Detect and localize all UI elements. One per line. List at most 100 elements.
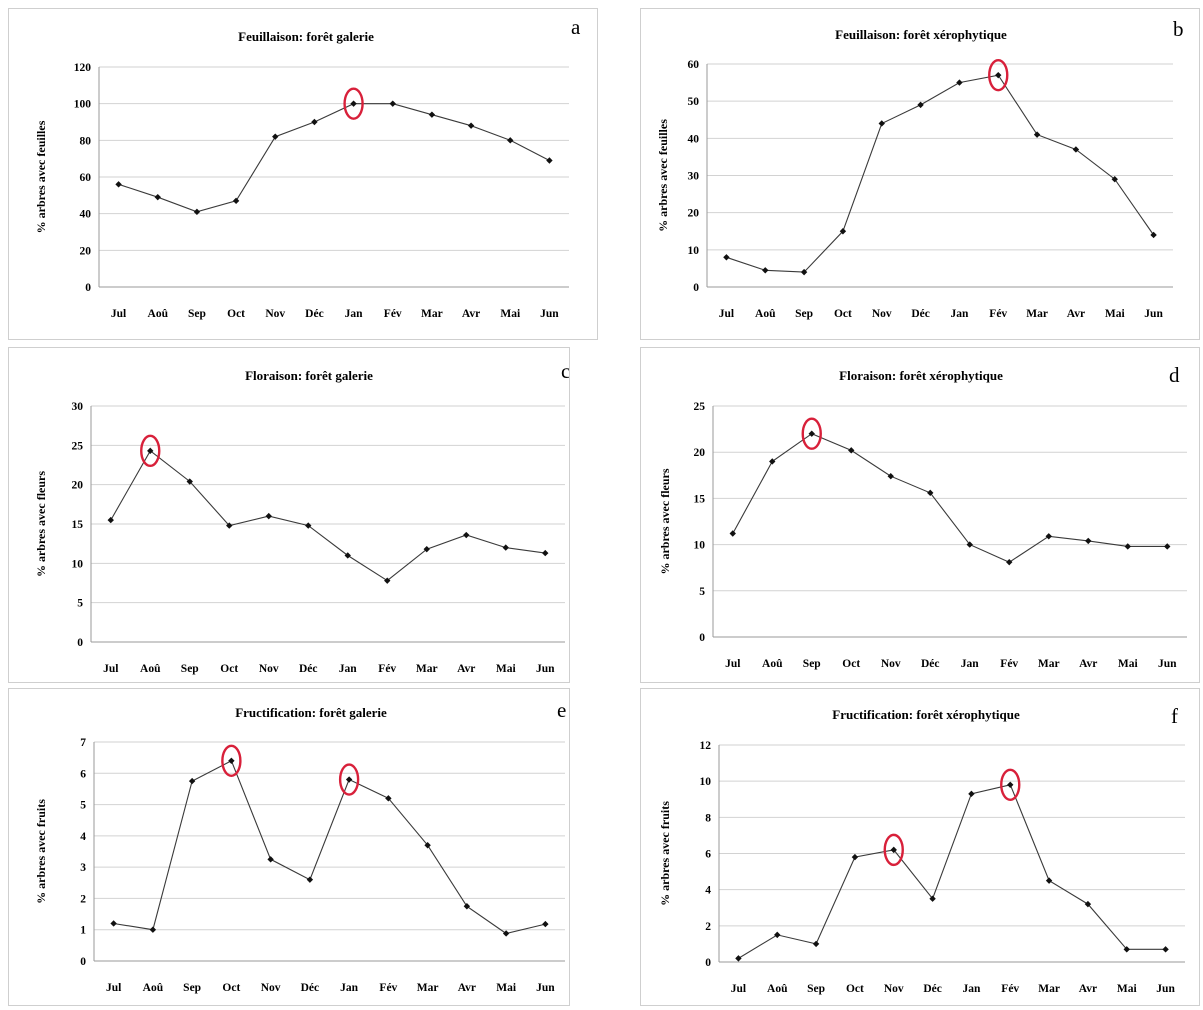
y-tick-label: 20: [80, 245, 92, 257]
panel-letter: d: [1169, 363, 1180, 387]
y-tick-label: 6: [705, 849, 711, 861]
data-point: [267, 856, 274, 863]
y-axis-label: % arbres avec fruits: [34, 799, 48, 904]
chart-e-svg: Fructification: forêt galerie e 0 1 2 3 4 5 6 7 Ju…: [34, 698, 566, 994]
highlight-ring: [221, 744, 242, 777]
data-point: [502, 544, 509, 551]
x-tick-label: Jun: [1144, 308, 1163, 320]
x-tick-label: Avr: [458, 982, 476, 994]
data-point: [966, 541, 973, 548]
x-tick-label: Oct: [842, 658, 860, 670]
x-tick-label: Nov: [265, 308, 285, 320]
x-tick-label: Avr: [1079, 658, 1097, 670]
x-tick-label: Jul: [731, 983, 746, 995]
data-point: [147, 447, 154, 455]
data-point: [149, 926, 157, 933]
y-tick-label: 0: [85, 282, 91, 294]
highlight-ring: [801, 417, 822, 450]
x-tick-label: Aoû: [143, 982, 164, 994]
x-tick-label: Aoû: [762, 658, 783, 670]
series-line: [726, 74, 1155, 273]
chart-panel-a: Feuillaison: forêt galerie a 0 20 40 60 80 100 1…: [8, 8, 598, 340]
x-tick-label: Aoû: [755, 308, 776, 320]
x-tick-label: Déc: [921, 658, 940, 670]
chart-panel-e: Fructification: forêt galerie e 0 1 2 3 4 5 6 7 Ju…: [8, 688, 570, 1006]
y-tick-label: 60: [688, 59, 700, 71]
x-tick-label: Jun: [1158, 658, 1177, 670]
series-line: [113, 760, 546, 935]
highlight-ring: [988, 58, 1009, 92]
data-point: [154, 193, 161, 201]
y-tick-label: 6: [80, 768, 86, 780]
x-tick-label: Jan: [962, 983, 981, 995]
series-line: [738, 784, 1166, 959]
chart-panel-d: Floraison: forêt xérophytique d 0 5 10 15 20 25…: [640, 347, 1200, 683]
y-tick-label: 10: [694, 540, 706, 552]
y-axis-label: % arbres avec feuilles: [34, 120, 48, 233]
chart-f-svg: Fructification: forêt xérophytique f 0 2 4 6 8…: [658, 704, 1185, 995]
data-point: [193, 208, 201, 216]
data-point: [927, 489, 934, 497]
data-point: [878, 120, 885, 127]
x-tick-label: Avr: [1079, 983, 1097, 995]
y-tick-label: 2: [80, 893, 86, 905]
chart-title: Fructification: forêt xérophytique: [832, 707, 1020, 722]
x-tick-label: Mar: [416, 663, 438, 675]
y-tick-label: 5: [77, 598, 83, 610]
y-tick-label: 10: [72, 558, 84, 570]
x-tick-label: Sep: [188, 308, 206, 320]
x-tick-label: Avr: [462, 308, 480, 320]
x-tick-label: Avr: [1067, 308, 1085, 320]
x-tick-label: Nov: [884, 983, 904, 995]
chart-c-svg: Floraison: forêt galerie c 0 5 10 15 20 25 30 Jul…: [34, 359, 569, 675]
x-tick-label: Jun: [1156, 983, 1175, 995]
series-line: [110, 449, 546, 582]
data-point: [1006, 558, 1013, 566]
data-point: [344, 552, 351, 559]
data-point: [546, 157, 553, 164]
x-tick-label: Mai: [1118, 658, 1139, 670]
y-tick-label: 8: [705, 812, 711, 824]
x-tick-label: Jan: [950, 308, 969, 320]
x-tick-label: Nov: [881, 658, 901, 670]
x-tick-label: Sep: [795, 308, 813, 320]
x-tick-label: Nov: [261, 982, 281, 994]
y-tick-label: 30: [72, 401, 84, 413]
y-tick-label: 1: [80, 925, 86, 937]
data-point: [774, 931, 781, 939]
y-tick-label: 5: [699, 586, 705, 598]
data-point: [384, 577, 391, 584]
data-point: [1164, 543, 1171, 550]
chart-d-svg: Floraison: forêt xérophytique d 0 5 10 15 20 25…: [658, 363, 1187, 670]
x-tick-label: Déc: [305, 308, 324, 320]
x-tick-label: Mar: [1038, 658, 1060, 670]
x-tick-label: Mai: [496, 663, 517, 675]
x-tick-label: Aoû: [767, 983, 788, 995]
x-tick-label: Sep: [807, 983, 825, 995]
data-point: [995, 71, 1002, 79]
data-point: [463, 903, 471, 910]
y-axis-label: % arbres avec fruits: [658, 801, 672, 906]
highlight-ring: [140, 434, 161, 468]
x-tick-label: Jul: [111, 308, 126, 320]
x-tick-label: Sep: [181, 663, 199, 675]
y-tick-label: 0: [705, 957, 711, 969]
x-tick-label: Jan: [345, 308, 364, 320]
data-point: [507, 137, 514, 144]
y-tick-label: 2: [705, 921, 711, 933]
data-point: [424, 842, 431, 849]
y-tick-label: 25: [694, 401, 706, 413]
x-tick-label: Jun: [540, 308, 559, 320]
y-tick-label: 100: [74, 99, 92, 111]
x-tick-label: Mai: [1117, 983, 1138, 995]
y-tick-label: 15: [694, 493, 706, 505]
x-tick-label: Déc: [299, 663, 318, 675]
panel-letter: e: [557, 698, 566, 722]
x-tick-label: Déc: [301, 982, 320, 994]
y-tick-label: 50: [688, 96, 700, 108]
y-tick-label: 10: [688, 245, 700, 257]
x-tick-label: Oct: [834, 308, 852, 320]
data-point: [110, 920, 117, 927]
x-tick-label: Aoû: [140, 663, 161, 675]
chart-panel-f: Fructification: forêt xérophytique f 0 2 4 6 8…: [640, 688, 1200, 1006]
